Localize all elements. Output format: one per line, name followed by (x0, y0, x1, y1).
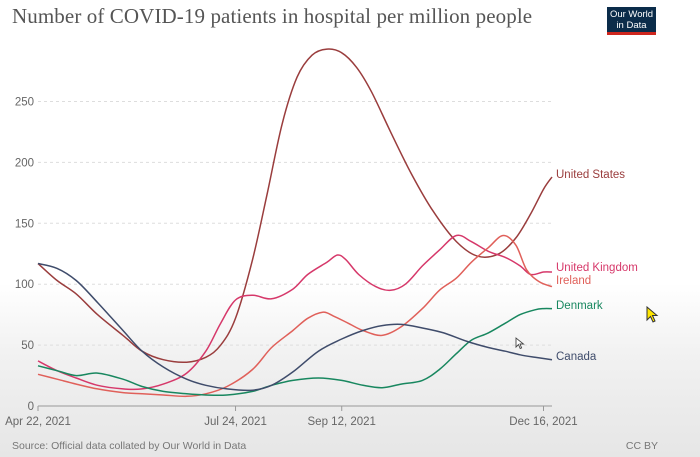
y-tick-label: 150 (15, 218, 34, 230)
x-tick-label: Apr 22, 2021 (5, 416, 71, 428)
series-label-united-states[interactable]: United States (556, 169, 625, 181)
owid-logo[interactable]: Our World in Data (607, 7, 656, 35)
series-label-canada[interactable]: Canada (556, 351, 597, 363)
y-tick-label: 200 (15, 157, 34, 169)
mouse-pointer-icon (646, 306, 659, 323)
chart-title: Number of COVID-19 patients in hospital … (12, 4, 533, 28)
series-label-united-kingdom[interactable]: United Kingdom (556, 262, 638, 274)
x-axis: Apr 22, 2021 Jul 24, 2021 Sep 12, 2021 Dec … (5, 405, 578, 428)
gridlines (38, 101, 552, 346)
logo-line-2: in Data (616, 20, 647, 31)
series-line-united-kingdom[interactable] (37, 234, 553, 391)
logo-line-1: Our World (609, 9, 654, 20)
series-label-denmark[interactable]: Denmark (556, 300, 603, 312)
y-axis-ticks: 0 50 100 150 200 250 (15, 97, 34, 414)
pointer-outline-icon (515, 337, 525, 350)
series-line-ireland[interactable] (37, 234, 553, 398)
series-line-denmark[interactable] (37, 307, 553, 397)
license-link[interactable]: CC BY (625, 440, 658, 452)
x-tick-label: Sep 12, 2021 (308, 416, 376, 428)
series-lines (37, 48, 553, 398)
series-line-united-states[interactable] (37, 48, 553, 364)
series-line-canada[interactable] (37, 262, 553, 392)
x-tick-label: Dec 16, 2021 (509, 416, 577, 428)
y-tick-label: 250 (15, 97, 34, 109)
y-tick-label: 0 (28, 401, 34, 413)
series-label-ireland[interactable]: Ireland (556, 275, 591, 287)
x-tick-label: Jul 24, 2021 (204, 416, 267, 428)
y-tick-label: 50 (21, 340, 34, 352)
source-note: Source: Official data collated by Our Wo… (12, 440, 247, 452)
y-tick-label: 100 (15, 279, 34, 291)
